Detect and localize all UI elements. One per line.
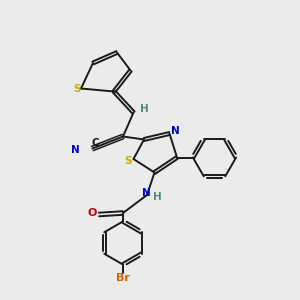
- Text: O: O: [88, 208, 97, 218]
- Text: H: H: [153, 191, 162, 202]
- Text: S: S: [73, 83, 80, 94]
- Text: S: S: [124, 156, 132, 167]
- Text: N: N: [171, 125, 180, 136]
- Text: N: N: [71, 145, 80, 155]
- Text: C: C: [91, 138, 99, 148]
- Text: Br: Br: [116, 273, 130, 284]
- Text: H: H: [140, 104, 148, 115]
- Text: N: N: [142, 188, 151, 199]
